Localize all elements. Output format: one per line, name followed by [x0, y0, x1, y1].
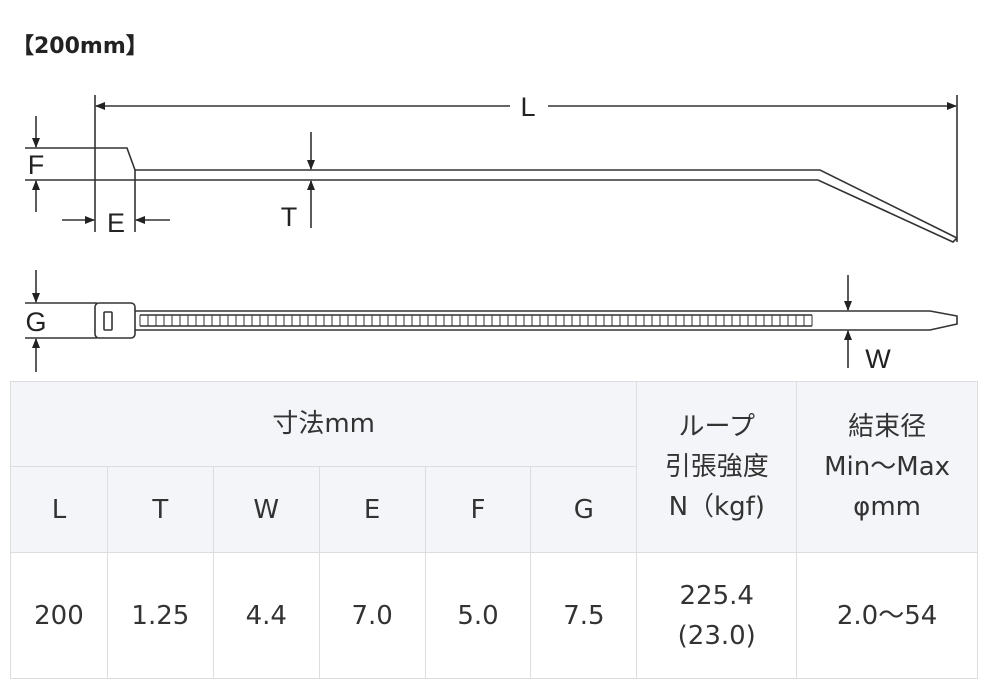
- loop-strength-header: ループ 引張強度 N（kgf): [636, 381, 798, 553]
- column-header-t: T: [106, 466, 214, 553]
- cable-tie-diagram: L F E T G W: [25, 92, 958, 374]
- tie-strap-side: [135, 169, 958, 239]
- table-row: 200 1.25 4.4 7.0 5.0 7.5 225.4 (23.0) 2.0…: [10, 552, 978, 679]
- tie-head-side: [25, 147, 136, 232]
- cell-f: 5.0: [424, 552, 532, 679]
- label-w: W: [865, 344, 891, 374]
- tie-head-top: [94, 302, 136, 339]
- label-g: G: [25, 307, 46, 337]
- label-e: E: [107, 208, 125, 238]
- column-header-e: E: [318, 466, 426, 553]
- cell-t: 1.25: [106, 552, 214, 679]
- column-header-w: W: [212, 466, 320, 553]
- cell-strength: 225.4 (23.0): [636, 552, 798, 679]
- column-header-l: L: [10, 466, 108, 553]
- cell-w: 4.4: [212, 552, 320, 679]
- cell-g: 7.5: [530, 552, 638, 679]
- cell-e: 7.0: [318, 552, 426, 679]
- tie-strap-top: [135, 310, 958, 331]
- spec-table: 寸法mm ループ 引張強度 N（kgf) 結束径 Min～Max φmm L T W E…: [9, 381, 978, 679]
- label-l: L: [520, 92, 535, 122]
- column-header-g: G: [530, 466, 638, 553]
- dimensions-header: 寸法mm: [9, 381, 638, 467]
- label-t: T: [281, 202, 298, 232]
- cell-l: 200: [10, 552, 108, 679]
- label-f: F: [28, 150, 45, 180]
- bundle-diameter-header: 結束径 Min～Max φmm: [796, 381, 978, 553]
- cell-bundle: 2.0～54: [796, 552, 978, 679]
- column-header-f: F: [424, 466, 532, 553]
- page-title: 【200mm】: [12, 34, 148, 59]
